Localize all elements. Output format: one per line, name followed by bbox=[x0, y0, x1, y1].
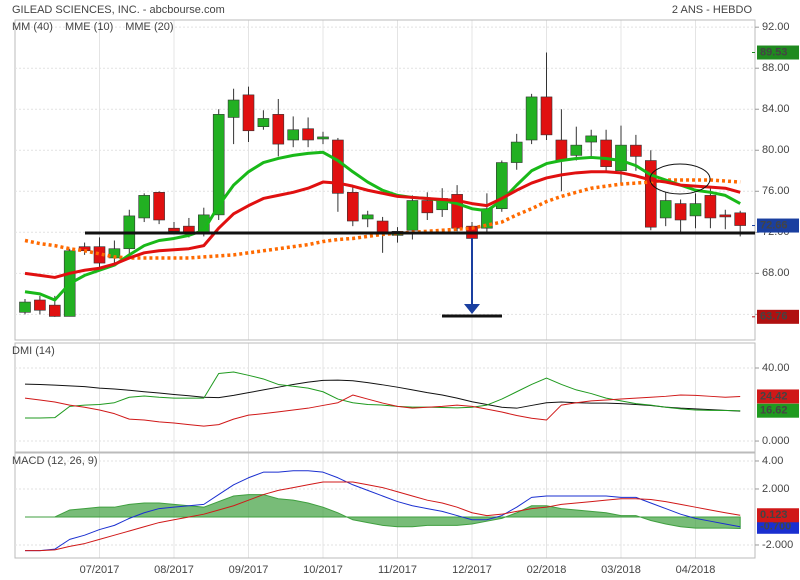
series-line bbox=[24, 170, 741, 279]
series-line bbox=[25, 470, 741, 552]
panel-title: MACD (12, 26, 9) bbox=[12, 455, 98, 467]
value-label: 24.42 bbox=[760, 390, 788, 402]
candle-body bbox=[615, 144, 627, 172]
series-line bbox=[24, 379, 741, 412]
value-label: -0.700 bbox=[760, 521, 791, 533]
x-tick-label: 04/2018 bbox=[676, 564, 716, 576]
candle-body bbox=[451, 194, 463, 229]
y-tick-label: 84.00 bbox=[762, 103, 790, 115]
candle-body bbox=[287, 129, 300, 141]
value-label: 63.76 bbox=[760, 311, 788, 323]
x-tick-label: 10/2017 bbox=[303, 564, 343, 576]
x-tick-label: 02/2018 bbox=[527, 564, 567, 576]
candle-body bbox=[540, 96, 553, 136]
value-label-box bbox=[757, 218, 799, 233]
candle-body bbox=[272, 114, 285, 145]
y-tick-label: 2.000 bbox=[762, 483, 790, 495]
y-tick-label: 68.00 bbox=[762, 267, 790, 279]
x-tick-label: 07/2017 bbox=[80, 564, 120, 576]
chart-title: GILEAD SCIENCES, INC. - abcbourse.com bbox=[12, 4, 225, 16]
y-tick-label: 80.00 bbox=[762, 144, 790, 156]
candle-body bbox=[302, 128, 314, 141]
candle-body bbox=[644, 160, 657, 228]
candle-body bbox=[317, 136, 329, 140]
candle-body bbox=[332, 139, 344, 194]
value-label: 0.123 bbox=[760, 509, 788, 521]
candle-body bbox=[361, 214, 374, 220]
annotations bbox=[85, 163, 755, 318]
value-label-box bbox=[757, 45, 799, 60]
candle-body bbox=[555, 139, 568, 161]
histogram-area bbox=[25, 494, 741, 530]
annotation-shape bbox=[464, 304, 480, 314]
x-tick-label: 03/2018 bbox=[601, 564, 641, 576]
panel-frame bbox=[14, 452, 756, 559]
value-label: 16.62 bbox=[760, 405, 788, 417]
y-tick-label: 92.00 bbox=[762, 21, 790, 33]
candle-body bbox=[525, 96, 538, 141]
annotation-shape bbox=[649, 163, 711, 195]
candle-body bbox=[48, 304, 61, 317]
value-label: 89.53 bbox=[760, 46, 788, 58]
candle-body bbox=[585, 135, 598, 143]
series-line bbox=[24, 394, 741, 427]
panel-frame bbox=[14, 342, 756, 453]
candle-body bbox=[674, 203, 687, 221]
candle-body bbox=[719, 214, 732, 218]
candle-body bbox=[93, 246, 106, 264]
value-label-box bbox=[757, 389, 799, 404]
candle-body bbox=[34, 299, 46, 311]
period: 2 ANS - HEBDO bbox=[672, 4, 753, 16]
candle-body bbox=[570, 144, 583, 156]
y-tick-label: 40.00 bbox=[762, 362, 790, 374]
candle-body bbox=[19, 301, 31, 313]
y-tick-label: -2.000 bbox=[762, 539, 793, 551]
candle-body bbox=[346, 192, 359, 222]
candle-body bbox=[659, 200, 672, 219]
candle-body bbox=[138, 195, 150, 219]
panel-title: DMI (14) bbox=[12, 345, 55, 357]
series-line bbox=[24, 150, 741, 302]
legend-label: MME (10) bbox=[65, 21, 113, 33]
candle-body bbox=[212, 114, 225, 216]
value-label-box bbox=[757, 309, 799, 324]
value-label-box bbox=[757, 519, 799, 534]
candle-body bbox=[183, 225, 195, 233]
x-tick-label: 08/2017 bbox=[154, 564, 194, 576]
series-line bbox=[25, 371, 741, 419]
candle-body bbox=[704, 195, 717, 219]
x-tick-label: 09/2017 bbox=[229, 564, 269, 576]
candle-body bbox=[481, 208, 493, 229]
candle-body bbox=[630, 144, 642, 157]
candle-body bbox=[168, 227, 180, 232]
candle-body bbox=[257, 118, 270, 127]
candle-body bbox=[376, 220, 389, 233]
value-label: 72.66 bbox=[760, 219, 788, 231]
candle-body bbox=[510, 141, 523, 163]
candle-body bbox=[242, 94, 255, 132]
series-line bbox=[25, 481, 741, 552]
candle-body bbox=[600, 139, 612, 167]
value-label-box bbox=[757, 508, 799, 523]
candle-body bbox=[153, 192, 165, 221]
y-tick-label: 0.000 bbox=[762, 435, 790, 447]
candle-body bbox=[495, 162, 508, 210]
candle-body bbox=[689, 203, 702, 217]
y-tick-label: 88.00 bbox=[762, 62, 790, 74]
candle-body bbox=[421, 200, 434, 214]
legend-label: MM (40) bbox=[12, 21, 53, 33]
value-label-box bbox=[757, 403, 799, 418]
x-tick-label: 12/2017 bbox=[452, 564, 492, 576]
x-tick-label: 11/2017 bbox=[378, 564, 417, 576]
panel-frame bbox=[14, 19, 756, 341]
candle-body bbox=[406, 200, 419, 231]
legend-label: MME (20) bbox=[125, 21, 173, 33]
candle-body bbox=[227, 99, 240, 118]
y-tick-label: 76.00 bbox=[762, 185, 790, 197]
candle-body bbox=[734, 212, 747, 226]
y-tick-label: 4.00 bbox=[762, 455, 783, 467]
